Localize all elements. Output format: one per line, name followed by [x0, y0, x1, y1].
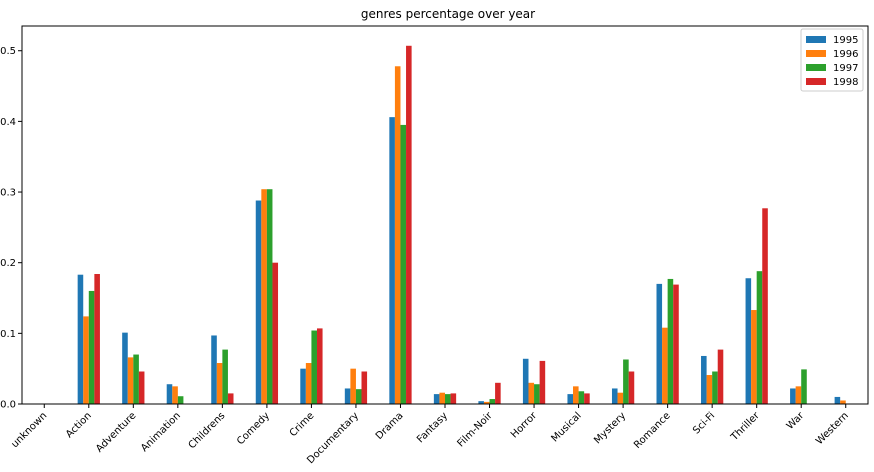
bar-comedy-1997 — [266, 189, 273, 404]
bar-musical-1996 — [573, 386, 579, 404]
bar-sci-fi-1998 — [717, 349, 724, 404]
bar-mystery-1995 — [611, 388, 618, 404]
legend-swatch-1995 — [806, 36, 826, 43]
legend-label-1997: 1997 — [833, 63, 858, 74]
bar-mystery-1998 — [628, 371, 635, 404]
bar-animation-1995 — [166, 384, 173, 404]
bar-adventure-1996 — [127, 357, 134, 404]
bar-fantasy-1998 — [450, 393, 457, 404]
bar-war-1997 — [801, 369, 807, 404]
bar-war-1995 — [790, 388, 796, 404]
y-tick-label: 0.1 — [0, 329, 16, 340]
y-tick-label: 0.2 — [0, 258, 16, 269]
y-tick-label: 0.0 — [0, 400, 16, 411]
bar-sci-fi-1997 — [712, 371, 718, 404]
bar-adventure-1998 — [138, 371, 145, 404]
bar-action-1996 — [83, 316, 89, 404]
legend-swatch-1996 — [806, 50, 826, 57]
bar-romance-1996 — [662, 327, 668, 404]
legend-swatch-1998 — [806, 78, 826, 85]
bar-documentary-1996 — [350, 368, 356, 404]
legend-label-1996: 1996 — [833, 49, 858, 60]
bar-western-1996 — [840, 400, 846, 404]
bar-childrens-1996 — [216, 363, 223, 404]
bar-crime-1995 — [300, 368, 306, 404]
bar-fantasy-1995 — [433, 394, 440, 404]
bar-comedy-1998 — [272, 262, 279, 404]
bar-crime-1998 — [316, 328, 323, 404]
bar-thriller-1997 — [756, 271, 763, 404]
bar-sci-fi-1996 — [706, 375, 713, 404]
bar-fantasy-1997 — [445, 394, 451, 404]
chart-title: genres percentage over year — [361, 7, 535, 21]
bar-action-1998 — [94, 274, 100, 404]
bar-fantasy-1996 — [439, 392, 445, 404]
bar-childrens-1997 — [222, 349, 228, 404]
plot-frame — [21, 25, 869, 405]
bar-thriller-1998 — [762, 208, 768, 404]
bar-romance-1998 — [673, 284, 679, 404]
bar-mystery-1996 — [617, 392, 624, 404]
bar-documentary-1997 — [355, 389, 362, 404]
legend-box — [800, 28, 864, 92]
bar-childrens-1998 — [227, 393, 234, 404]
bar-musical-1995 — [567, 394, 574, 404]
bar-animation-1996 — [172, 386, 178, 404]
bar-crime-1996 — [305, 363, 312, 404]
legend-swatch-1997 — [806, 64, 826, 71]
bar-film-noir-1998 — [495, 382, 501, 404]
y-tick-label: 0.3 — [0, 188, 16, 199]
y-tick-label: 0.4 — [0, 117, 16, 128]
bars-layer — [77, 45, 846, 405]
bar-horror-1995 — [522, 358, 529, 404]
bar-war-1996 — [795, 386, 802, 404]
bar-horror-1998 — [539, 360, 546, 404]
bar-adventure-1997 — [133, 354, 139, 404]
bar-adventure-1995 — [122, 332, 128, 404]
y-tick-label: 0.5 — [0, 46, 16, 57]
bar-drama-1996 — [394, 66, 401, 405]
bar-action-1997 — [88, 290, 95, 404]
bar-action-1995 — [77, 274, 84, 404]
bar-film-noir-1995 — [478, 401, 484, 404]
bar-musical-1998 — [584, 393, 590, 404]
bar-mystery-1997 — [623, 359, 629, 404]
legend-label-1998: 1998 — [833, 77, 858, 88]
bar-comedy-1995 — [255, 200, 262, 404]
bar-thriller-1996 — [751, 310, 757, 404]
bar-horror-1997 — [534, 384, 540, 404]
bar-musical-1997 — [578, 391, 585, 404]
y-axis: 0.0 0.1 0.2 0.3 0.4 0.5 — [0, 46, 22, 411]
bar-documentary-1995 — [344, 388, 351, 404]
bar-drama-1998 — [406, 45, 412, 404]
bar-childrens-1995 — [211, 335, 217, 404]
bar-thriller-1995 — [745, 278, 752, 404]
legend-label-1995: 1995 — [833, 35, 858, 46]
bar-film-noir-1997 — [489, 399, 496, 404]
bar-drama-1995 — [389, 117, 395, 404]
bar-film-noir-1996 — [483, 401, 490, 404]
bar-drama-1997 — [400, 124, 407, 405]
bar-romance-1995 — [656, 283, 663, 404]
bar-sci-fi-1995 — [701, 355, 707, 404]
legend: 1995 1996 1997 1998 — [800, 28, 864, 92]
bar-crime-1997 — [311, 330, 317, 404]
bar-western-1995 — [834, 396, 841, 404]
bar-documentary-1998 — [361, 371, 368, 404]
bar-horror-1996 — [528, 382, 535, 404]
bar-romance-1997 — [667, 278, 674, 404]
bar-animation-1997 — [177, 396, 184, 404]
bar-comedy-1996 — [261, 189, 267, 404]
